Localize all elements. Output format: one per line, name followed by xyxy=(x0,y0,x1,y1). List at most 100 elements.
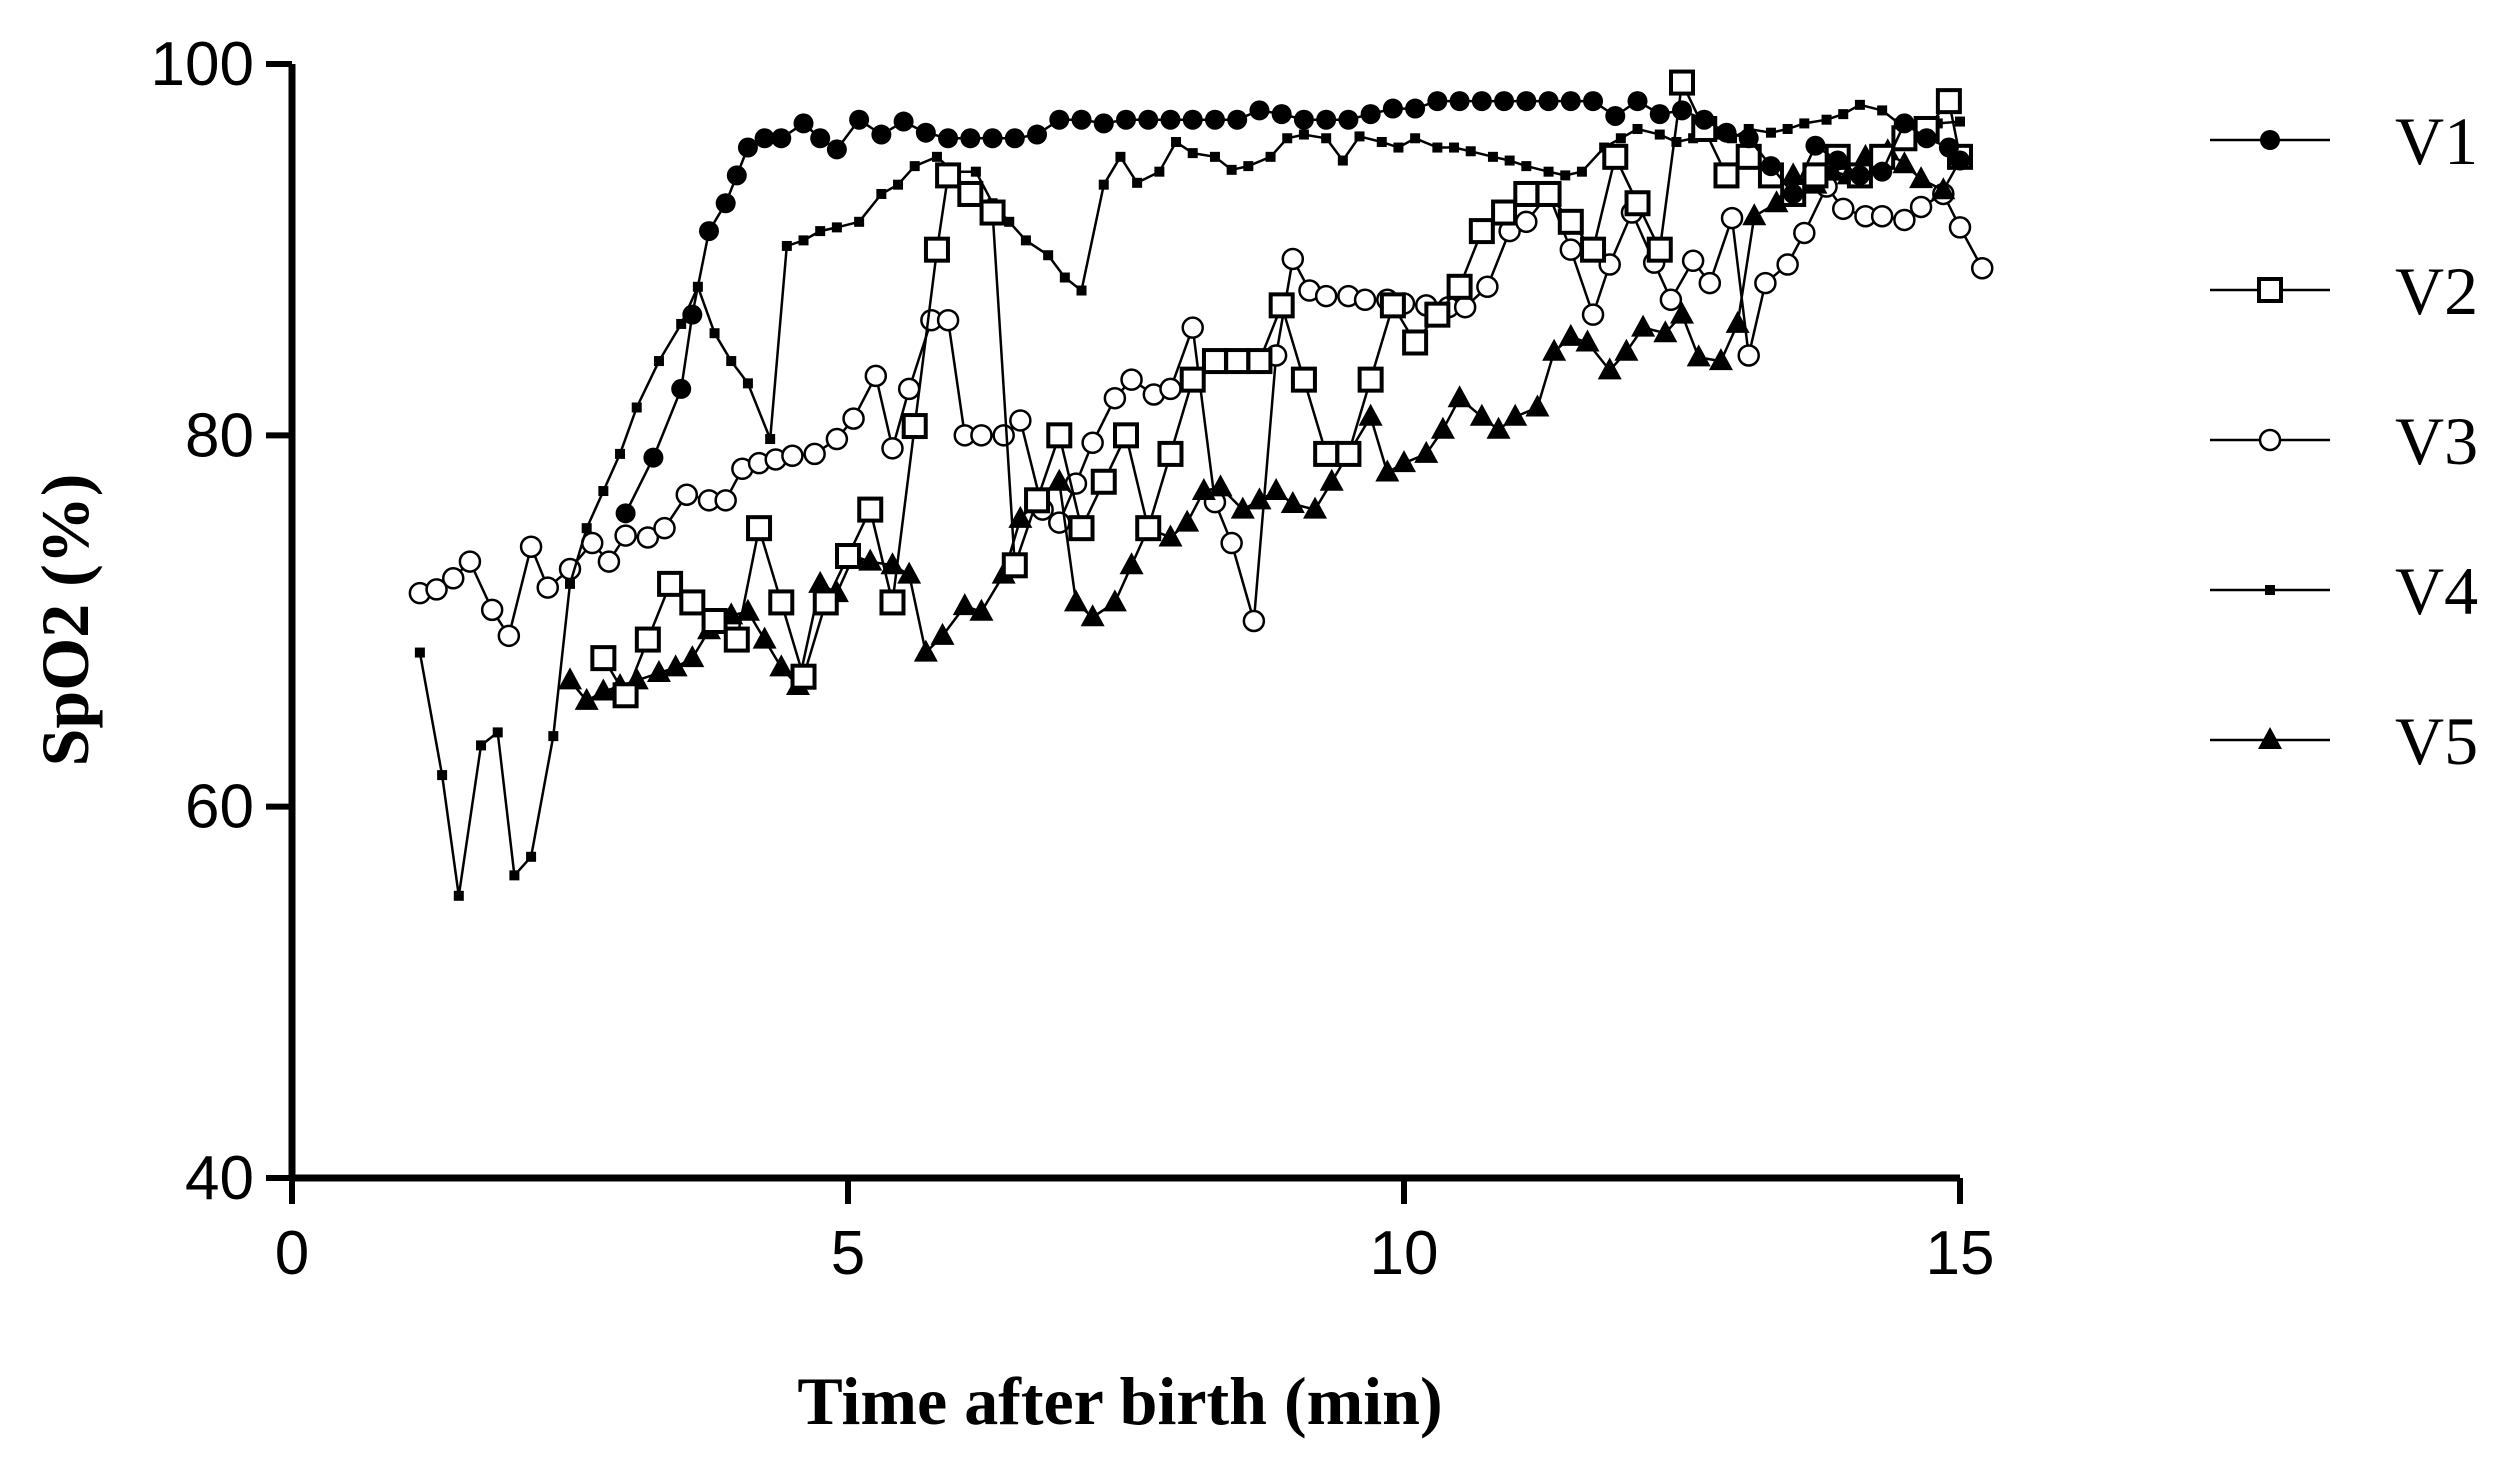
y-tick-label: 80 xyxy=(185,401,254,470)
series-v4-point xyxy=(1465,146,1476,157)
series-v1-point xyxy=(1071,109,1092,130)
series-v4-point xyxy=(1354,131,1365,142)
series-v2-point xyxy=(1135,515,1162,542)
series-v3-point xyxy=(864,364,888,388)
series-v3-point xyxy=(1314,284,1338,308)
series-v2-point xyxy=(1046,422,1073,449)
series-v3-point xyxy=(1009,409,1032,432)
series-v2-point xyxy=(1513,180,1540,207)
series-v4-point xyxy=(1337,155,1348,166)
series-v5-point xyxy=(1892,151,1917,174)
series-v2-point xyxy=(1246,348,1273,375)
series-v5-point xyxy=(1670,301,1694,324)
series-v2-point xyxy=(1268,292,1295,319)
series-v4-point xyxy=(1560,170,1571,181)
series-v4-point xyxy=(1877,105,1888,116)
series-v5-point xyxy=(1102,589,1127,612)
series-v5-point xyxy=(1653,320,1678,343)
series-v1-point xyxy=(1093,113,1114,134)
series-v5-point xyxy=(1303,496,1328,519)
series-v2-point xyxy=(1646,236,1673,263)
x-ticks: 0 5 10 15 xyxy=(275,1178,1994,1288)
series-v3-point xyxy=(1581,303,1605,326)
series-v4-point xyxy=(1004,216,1015,227)
series-v3-point xyxy=(842,407,865,430)
series-v5-point xyxy=(1486,416,1511,439)
series-v3-point xyxy=(1970,256,1994,280)
y-ticks: 40 60 80 100 xyxy=(151,30,292,1213)
series-v5-point xyxy=(663,654,688,677)
series-v3-point xyxy=(1476,275,1499,299)
series-v1-point xyxy=(1738,128,1759,149)
series-v2-point xyxy=(901,413,928,440)
x-tick-label: 0 xyxy=(275,1219,309,1288)
series-v2-point xyxy=(1491,199,1518,226)
series-v2-point xyxy=(1802,162,1829,189)
series-v5-point xyxy=(1525,394,1550,417)
legend-marker xyxy=(2258,727,2282,749)
series-v2-point xyxy=(723,626,750,653)
series-v2-point xyxy=(1935,88,1962,115)
series-v3-point xyxy=(1909,195,1933,219)
legend: V1 V2 V3 V4 V5 xyxy=(2210,103,2478,779)
series-v5-point xyxy=(1264,478,1289,501)
series-v3-point xyxy=(1793,221,1816,245)
series-v5-point xyxy=(1175,509,1200,532)
series-v1-point xyxy=(1538,91,1559,112)
series-v4-point xyxy=(781,240,792,251)
series-v4-point xyxy=(1132,177,1143,188)
series-v3-point xyxy=(1515,210,1538,234)
series-v5-point xyxy=(1375,459,1400,482)
series-v4-point xyxy=(1799,118,1810,129)
series-v4-point xyxy=(414,647,425,658)
series-v3-point xyxy=(1242,609,1266,633)
y-tick-label: 40 xyxy=(185,1144,254,1213)
series-v2-point xyxy=(701,608,728,634)
series-v1-point xyxy=(1249,100,1270,121)
series-v2-point xyxy=(1535,180,1562,207)
series-v5-point xyxy=(1008,505,1033,528)
series-v4-point xyxy=(1098,179,1109,190)
series-v5-point xyxy=(1080,604,1105,627)
series-v5-point xyxy=(1392,450,1416,473)
series-v5-point xyxy=(1447,385,1472,408)
series-v4-point xyxy=(653,356,664,367)
series-v1-point xyxy=(1516,91,1537,112)
series-v3-point xyxy=(1681,249,1705,273)
series-v5-line xyxy=(569,150,1962,703)
series-v1-point xyxy=(1760,156,1781,177)
series-v2-point xyxy=(1446,273,1473,300)
series-v4-point xyxy=(492,727,503,738)
series-v2-point xyxy=(1335,440,1362,467)
series-v4-point xyxy=(1171,136,1182,147)
series-v1-point xyxy=(1138,109,1159,130)
series-v4-point xyxy=(1209,151,1220,162)
legend-label: V2 xyxy=(2395,253,2478,329)
series-v3-point xyxy=(1453,295,1477,319)
series-v3-point xyxy=(897,377,921,401)
series-v4-point xyxy=(548,731,559,742)
series-v2-point xyxy=(1669,69,1695,96)
series-v3-point xyxy=(425,578,448,601)
legend-label: V4 xyxy=(2395,553,2478,629)
series-v3-point xyxy=(1737,344,1760,367)
series-v4-point xyxy=(1854,99,1865,110)
y-tick-label: 60 xyxy=(185,773,254,842)
series-v5-point xyxy=(1708,348,1733,371)
series-v4-point xyxy=(1487,151,1498,162)
series-v1-point xyxy=(1649,104,1670,125)
series-v3-point xyxy=(1103,386,1127,410)
series-v1-point xyxy=(793,113,814,134)
series-v5-point xyxy=(1909,166,1934,189)
series-v4-point xyxy=(581,523,592,534)
series-v3-point xyxy=(597,550,621,573)
series-v1-point xyxy=(1204,109,1225,130)
x-tick-label: 5 xyxy=(831,1219,865,1288)
series-v4-point xyxy=(1615,133,1626,144)
series-v1 xyxy=(615,91,1970,524)
x-tick-label: 10 xyxy=(1370,1219,1439,1288)
series-v3-point xyxy=(714,489,737,512)
series-v2-point xyxy=(1157,440,1184,467)
series-v4-point xyxy=(1226,164,1237,175)
series-v4-point xyxy=(1265,151,1276,162)
